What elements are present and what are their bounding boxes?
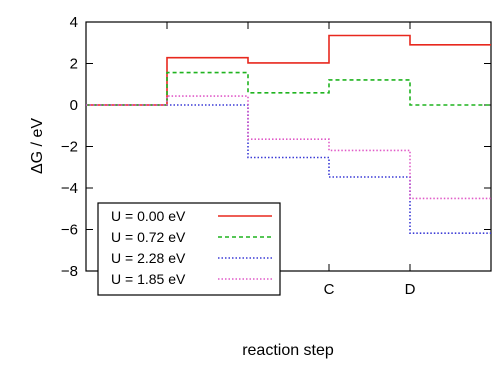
x-tick-label: D [405, 281, 416, 298]
series-line-3 [86, 95, 491, 200]
y-axis: −8 −6 −4 −2 0 2 4 [61, 14, 491, 280]
y-tick-label: 4 [70, 14, 78, 31]
y-tick-label: −2 [61, 139, 78, 156]
legend: U = 0.00 eV U = 0.72 eV U = 2.28 eV U = 1.8… [97, 202, 281, 296]
legend-label: U = 0.00 eV [111, 208, 186, 224]
y-tick-label: −6 [61, 222, 78, 239]
series-layer [86, 34, 491, 234]
legend-label: U = 1.85 eV [111, 271, 186, 287]
y-tick-label: −8 [61, 263, 78, 280]
y-tick-label: 2 [70, 56, 78, 73]
legend-items: U = 0.00 eV U = 0.72 eV U = 2.28 eV U = 1.8… [111, 208, 272, 287]
legend-label: U = 0.72 eV [111, 229, 186, 245]
x-axis-label: reaction step [242, 342, 334, 359]
x-tick-label: C [324, 281, 335, 298]
y-tick-label: −4 [61, 180, 78, 197]
series-line-1 [86, 71, 491, 106]
series-line-2 [86, 104, 491, 234]
y-axis-label: ΔG / eV [29, 118, 46, 174]
series-line-0 [86, 34, 491, 106]
legend-label: U = 2.28 eV [111, 250, 186, 266]
y-tick-label: 0 [70, 97, 78, 114]
